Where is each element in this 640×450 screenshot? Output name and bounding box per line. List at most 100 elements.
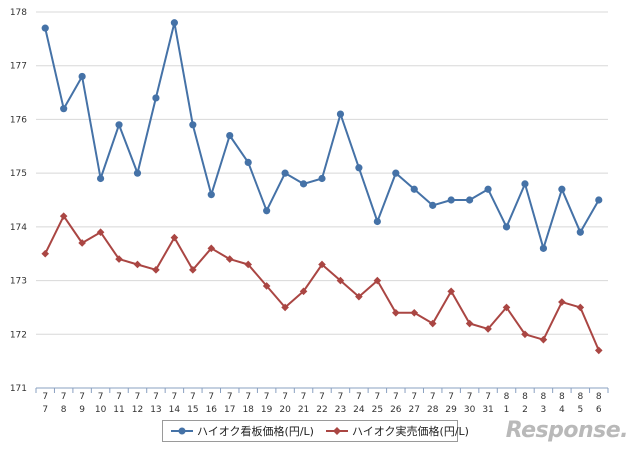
x-tick-label-month: 7	[227, 392, 233, 402]
data-point-1	[59, 212, 68, 220]
legend-label-actual: ハイオク実売価格(円/L)	[351, 425, 469, 438]
data-point-0	[355, 164, 363, 172]
data-point-0	[410, 185, 418, 193]
x-tick-label-day: 15	[187, 405, 198, 415]
x-tick-label-day: 6	[596, 405, 602, 415]
x-tick-label-day: 1	[504, 405, 510, 415]
y-tick-label: 174	[10, 223, 27, 233]
x-tick-label-day: 4	[559, 405, 565, 415]
data-point-0	[299, 180, 308, 188]
x-tick-label-month: 7	[116, 392, 122, 402]
data-point-1	[594, 346, 603, 355]
y-tick-label: 177	[10, 62, 27, 72]
data-point-0	[263, 207, 271, 215]
x-tick-label-month: 7	[42, 392, 48, 402]
series-group	[41, 19, 603, 355]
data-point-0	[373, 217, 381, 226]
data-point-0	[244, 158, 252, 166]
x-tick-label-month: 8	[504, 392, 510, 402]
data-point-1	[392, 309, 400, 317]
x-tick-label-day: 20	[279, 405, 291, 415]
data-point-0	[152, 94, 160, 102]
legend-swatch-actual	[325, 427, 348, 435]
x-tick-label-month: 7	[135, 392, 141, 402]
data-point-1	[465, 319, 474, 328]
x-tick-label-day: 23	[335, 405, 346, 415]
x-tick-label-month: 8	[522, 392, 528, 402]
data-point-1	[484, 325, 492, 333]
x-tick-label-month: 8	[577, 392, 583, 402]
x-tick-label-month: 7	[282, 392, 288, 402]
data-point-0	[429, 201, 437, 209]
data-point-0	[170, 19, 178, 27]
data-point-0	[336, 110, 345, 118]
y-tick-label: 171	[10, 384, 27, 394]
data-point-1	[115, 255, 123, 263]
x-tick-label-month: 8	[541, 392, 547, 402]
data-point-0	[281, 169, 289, 177]
x-tick-label-month: 7	[356, 392, 362, 402]
y-tick-label: 176	[10, 115, 27, 125]
data-point-0	[447, 196, 455, 204]
x-tick-label-day: 22	[316, 405, 327, 415]
data-point-1	[189, 266, 197, 274]
data-point-1	[299, 287, 308, 296]
legend-item-actual: ハイオク実売価格(円/L)	[325, 423, 469, 439]
data-point-1	[428, 319, 437, 328]
data-point-0	[207, 191, 215, 199]
x-tick-label-month: 7	[153, 392, 159, 402]
data-point-0	[576, 228, 584, 236]
x-tick-label-month: 7	[245, 392, 251, 402]
data-point-0	[484, 185, 492, 193]
x-tick-label-month: 7	[319, 392, 325, 402]
legend-swatch-signboard	[171, 427, 193, 435]
data-point-1	[262, 282, 271, 290]
series-line-0	[44, 21, 600, 250]
legend-item-signboard: ハイオク看板価格(円/L)	[171, 423, 314, 439]
x-tick-label-day: 10	[95, 405, 107, 415]
x-tick-label-day: 3	[541, 405, 547, 415]
x-tick-label-day: 9	[79, 405, 85, 415]
x-tick-label-month: 7	[98, 392, 104, 402]
y-tick-label: 172	[10, 330, 27, 340]
y-tick-label: 175	[10, 169, 27, 179]
x-tick-label-day: 12	[132, 405, 143, 415]
data-point-1	[576, 303, 585, 312]
series-line-1	[44, 215, 600, 351]
x-tick-label-month: 7	[430, 392, 436, 402]
data-point-0	[318, 174, 326, 183]
data-point-1	[281, 303, 289, 312]
data-point-1	[410, 309, 419, 317]
x-tick-label-month: 7	[374, 392, 380, 402]
legend-label-signboard: ハイオク看板価格(円/L)	[197, 425, 314, 438]
data-point-0	[595, 196, 603, 204]
data-point-0	[466, 196, 474, 204]
data-point-0	[133, 169, 142, 177]
x-tick-label-month: 7	[485, 392, 491, 402]
x-tick-label-day: 24	[353, 405, 365, 415]
x-tick-label-month: 7	[61, 392, 67, 402]
data-point-1	[207, 244, 216, 253]
x-tick-label-month: 7	[208, 392, 214, 402]
data-point-1	[336, 276, 345, 285]
x-tick-label-day: 16	[206, 405, 218, 415]
data-point-1	[447, 287, 455, 296]
x-tick-label-month: 7	[448, 392, 454, 402]
x-tick-label-day: 27	[409, 405, 420, 415]
data-point-1	[41, 249, 50, 258]
data-point-0	[60, 105, 68, 113]
x-tick-label-month: 7	[301, 392, 307, 402]
x-tick-label-day: 13	[150, 405, 161, 415]
data-point-0	[78, 72, 86, 81]
y-tick-label: 173	[10, 277, 27, 287]
x-tick-label-day: 25	[372, 405, 383, 415]
x-axis: 7778797107117127137147157167177187197207…	[35, 387, 609, 415]
data-point-1	[133, 260, 142, 269]
response-logo: Response.	[505, 418, 629, 443]
x-tick-label-month: 7	[467, 392, 473, 402]
data-point-0	[96, 174, 105, 183]
data-point-1	[318, 260, 326, 269]
x-tick-label-day: 14	[169, 405, 181, 415]
legend: ハイオク看板価格(円/L) ハイオク実売価格(円/L)	[162, 420, 469, 442]
